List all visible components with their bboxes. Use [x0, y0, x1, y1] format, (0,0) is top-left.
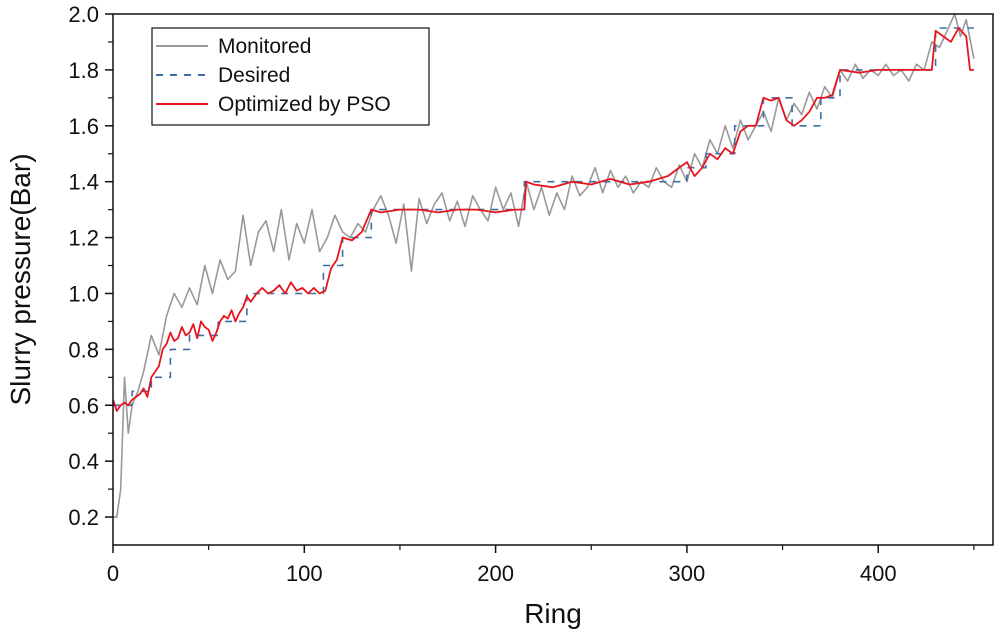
y-tick-label: 0.8	[68, 337, 99, 362]
y-tick-label: 2.0	[68, 2, 99, 27]
legend-label-desired: Desired	[218, 64, 290, 87]
series-optimized-pso-line	[112, 27, 974, 412]
legend: Monitored Desired Optimized by PSO	[151, 27, 430, 126]
y-axis-title: Slurry pressure(Bar)	[5, 153, 36, 405]
legend-label-optimized: Optimized by PSO	[218, 93, 391, 116]
y-tick-label: 0.4	[68, 449, 99, 474]
y-tick-label: 1.2	[68, 226, 99, 251]
series-layer	[112, 13, 975, 518]
x-tick-label: 400	[860, 561, 897, 586]
y-tick-label: 1.0	[68, 281, 99, 306]
x-tick-label: 0	[107, 561, 119, 586]
x-tick-label: 100	[286, 561, 323, 586]
x-tick-label: 300	[669, 561, 706, 586]
y-tick-label: 0.6	[68, 393, 99, 418]
series-monitored-line	[113, 13, 975, 518]
y-tick-label: 1.8	[68, 58, 99, 83]
axes-layer: 0 100 200 300 400 0.2 0.4 0.6 0.8 1.0 1.2 1.4 1.6 1.8…	[68, 2, 975, 586]
y-tick-label: 1.4	[68, 170, 99, 195]
legend-label-monitored: Monitored	[218, 35, 311, 58]
y-tick-label: 1.6	[68, 114, 99, 139]
y-tick-label: 0.2	[68, 505, 99, 530]
legend-box	[151, 27, 430, 126]
x-tick-label: 200	[477, 561, 514, 586]
series-desired-line	[113, 27, 974, 407]
plot-frame	[112, 13, 994, 546]
x-axis-title: Ring	[524, 598, 582, 629]
